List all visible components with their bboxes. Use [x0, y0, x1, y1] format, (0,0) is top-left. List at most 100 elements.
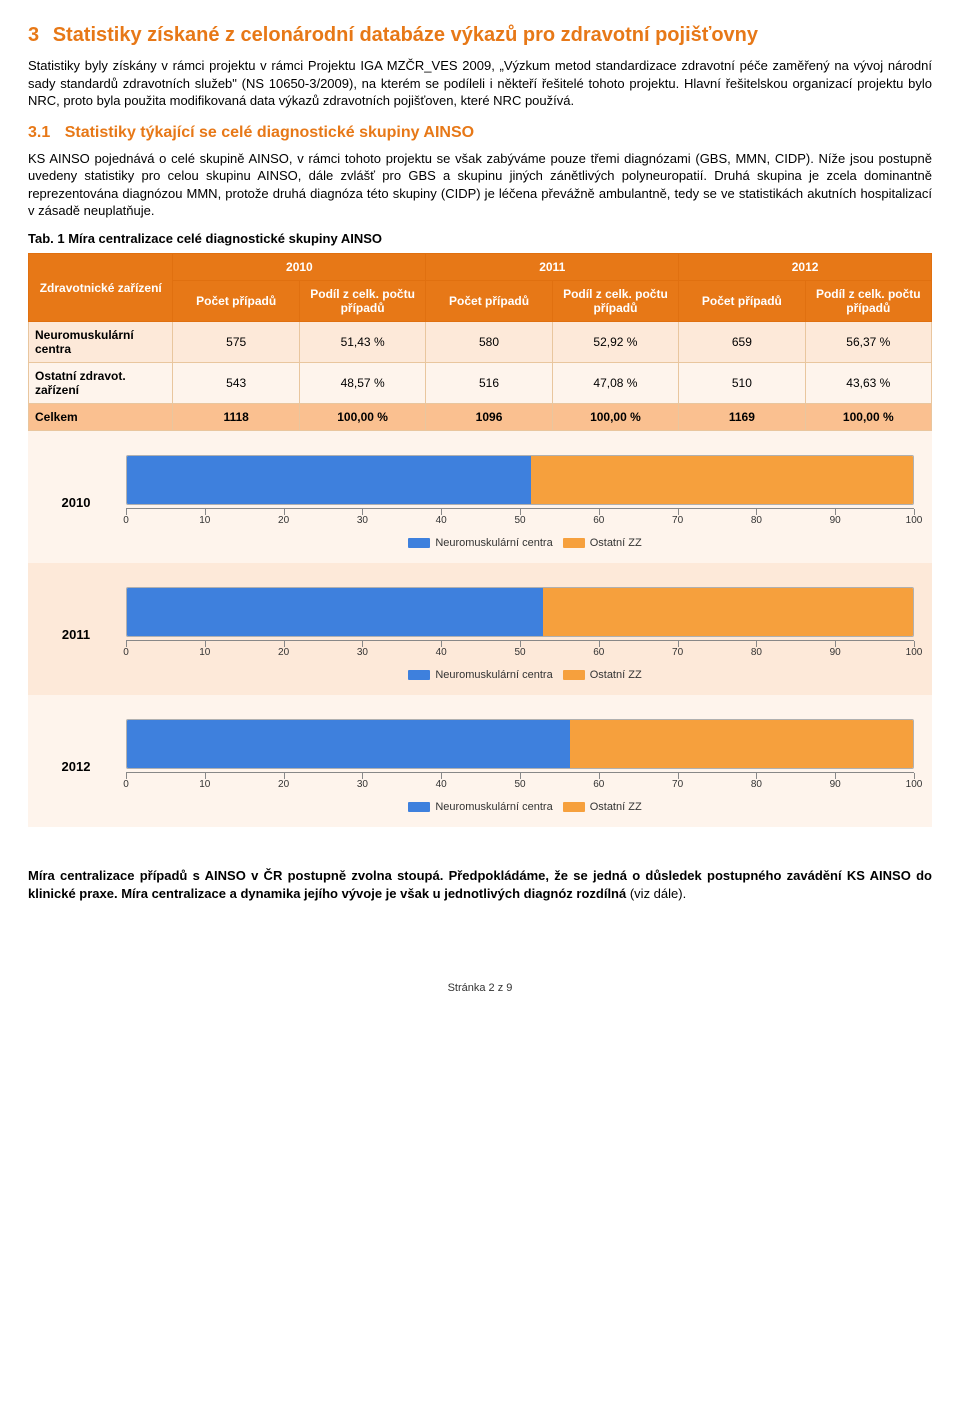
axis-tick-label: 40 — [436, 515, 447, 526]
axis-tick-label: 100 — [906, 515, 923, 526]
th-year-2: 2012 — [679, 254, 932, 281]
axis-tick-label: 20 — [278, 647, 289, 658]
legend-swatch-orange — [563, 538, 585, 548]
chart-wrap: 0102030405060708090100Neuromuskulární ce… — [116, 719, 924, 813]
bar-segment-centra — [127, 456, 531, 504]
chart-year-label: 2011 — [36, 627, 116, 642]
chart-year-label: 2010 — [36, 495, 116, 510]
table-cell: 48,57 % — [299, 363, 425, 404]
axis-tick-label: 0 — [123, 515, 129, 526]
subsection-number: 3.1 — [28, 124, 50, 141]
chart-row: 20120102030405060708090100Neuromuskulárn… — [28, 695, 932, 827]
legend-swatch-orange — [563, 802, 585, 812]
subsection-paragraph: KS AINSO pojednává o celé skupině AINSO,… — [28, 150, 932, 220]
section-title-text: Statistiky získané z celonárodní databáz… — [53, 24, 758, 46]
axis-tick-label: 60 — [593, 515, 604, 526]
table-cell: 575 — [173, 322, 299, 363]
chart-wrap: 0102030405060708090100Neuromuskulární ce… — [116, 587, 924, 681]
axis-tick-label: 30 — [357, 647, 368, 658]
page-number: Stránka 2 z 9 — [28, 982, 932, 994]
axis-tick-label: 70 — [672, 779, 683, 790]
bar-segment-ostatni — [570, 720, 913, 768]
table-cell: 510 — [679, 363, 805, 404]
section-number: 3 — [28, 24, 39, 46]
chart-legend: Neuromuskulární centraOstatní ZZ — [126, 801, 914, 813]
axis-tick-label: 70 — [672, 647, 683, 658]
stacked-bar — [126, 455, 914, 505]
table-caption: Tab. 1 Míra centralizace celé diagnostic… — [28, 230, 932, 248]
table-cell: 659 — [679, 322, 805, 363]
axis-tick-label: 60 — [593, 647, 604, 658]
axis-tick-label: 80 — [751, 779, 762, 790]
axis-tick-label: 10 — [199, 515, 210, 526]
chart-axis: 0102030405060708090100 — [126, 772, 914, 795]
axis-tick-label: 50 — [514, 647, 525, 658]
row-label: Neuromuskulární centra — [29, 322, 173, 363]
chart-year-label: 2012 — [36, 759, 116, 774]
axis-tick-label: 40 — [436, 647, 447, 658]
axis-tick-label: 90 — [830, 647, 841, 658]
stacked-bar — [126, 587, 914, 637]
centralization-table: Zdravotnické zařízení 2010 2011 2012 Poč… — [28, 253, 932, 431]
table-cell: 1169 — [679, 404, 805, 431]
chart-wrap: 0102030405060708090100Neuromuskulární ce… — [116, 455, 924, 549]
table-cell: 100,00 % — [299, 404, 425, 431]
table-cell: 51,43 % — [299, 322, 425, 363]
th-count-1: Počet případů — [426, 281, 552, 322]
th-share-2: Podíl z celk. počtu případů — [805, 281, 931, 322]
table-cell: 47,08 % — [552, 363, 678, 404]
subsection-title-text: Statistiky týkající se celé diagnostické… — [65, 124, 474, 141]
legend-label-b: Ostatní ZZ — [590, 801, 642, 813]
legend-swatch-orange — [563, 670, 585, 680]
axis-tick-label: 60 — [593, 779, 604, 790]
row-label: Celkem — [29, 404, 173, 431]
axis-tick-label: 70 — [672, 515, 683, 526]
table-row: Neuromuskulární centra57551,43 %58052,92… — [29, 322, 932, 363]
axis-tick-label: 90 — [830, 515, 841, 526]
chart-legend: Neuromuskulární centraOstatní ZZ — [126, 537, 914, 549]
th-share-0: Podíl z celk. počtu případů — [299, 281, 425, 322]
axis-tick-label: 10 — [199, 647, 210, 658]
legend-swatch-blue — [408, 538, 430, 548]
section-paragraph: Statistiky byly získány v rámci projektu… — [28, 57, 932, 110]
th-facility: Zdravotnické zařízení — [29, 254, 173, 322]
table-row: Celkem1118100,00 %1096100,00 %1169100,00… — [29, 404, 932, 431]
footer-tail: (viz dále). — [626, 886, 686, 901]
legend-label-a: Neuromuskulární centra — [435, 669, 552, 681]
chart-row: 20100102030405060708090100Neuromuskulárn… — [28, 431, 932, 563]
legend-label-a: Neuromuskulární centra — [435, 537, 552, 549]
legend-swatch-blue — [408, 670, 430, 680]
axis-tick-label: 50 — [514, 515, 525, 526]
legend-swatch-blue — [408, 802, 430, 812]
th-share-1: Podíl z celk. počtu případů — [552, 281, 678, 322]
table-cell: 52,92 % — [552, 322, 678, 363]
axis-tick-label: 30 — [357, 515, 368, 526]
axis-tick-label: 10 — [199, 779, 210, 790]
table-cell: 580 — [426, 322, 552, 363]
bar-segment-centra — [127, 720, 570, 768]
stacked-bar — [126, 719, 914, 769]
axis-tick-label: 90 — [830, 779, 841, 790]
subsection-heading: 3.1 Statistiky týkající se celé diagnost… — [28, 124, 932, 142]
section-heading: 3 Statistiky získané z celonárodní datab… — [28, 24, 932, 47]
table-cell: 543 — [173, 363, 299, 404]
row-label: Ostatní zdravot. zařízení — [29, 363, 173, 404]
axis-tick-label: 0 — [123, 647, 129, 658]
th-count-2: Počet případů — [679, 281, 805, 322]
table-cell: 100,00 % — [805, 404, 931, 431]
chart-legend: Neuromuskulární centra Ostatní ZZ — [126, 669, 914, 681]
axis-tick-label: 20 — [278, 779, 289, 790]
axis-tick-label: 40 — [436, 779, 447, 790]
table-cell: 100,00 % — [552, 404, 678, 431]
axis-tick-label: 50 — [514, 779, 525, 790]
footer-summary: Míra centralizace případů s AINSO v ČR p… — [28, 867, 932, 902]
charts-container: 20100102030405060708090100Neuromuskulárn… — [28, 431, 932, 827]
axis-tick-label: 80 — [751, 647, 762, 658]
chart-row: 20110102030405060708090100Neuromuskulárn… — [28, 563, 932, 695]
th-year-0: 2010 — [173, 254, 426, 281]
bar-segment-ostatni — [543, 588, 913, 636]
table-row: Ostatní zdravot. zařízení54348,57 %51647… — [29, 363, 932, 404]
legend-label-b: Ostatní ZZ — [590, 669, 642, 681]
table-cell: 516 — [426, 363, 552, 404]
table-cell: 1096 — [426, 404, 552, 431]
